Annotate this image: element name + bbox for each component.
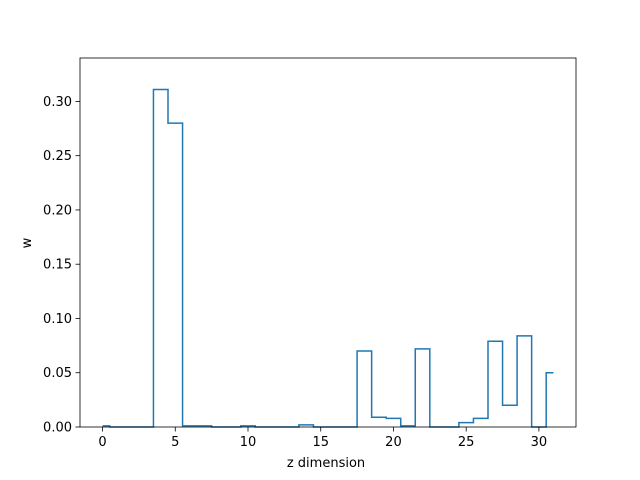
x-axis-label: z dimension xyxy=(287,456,365,471)
x-tick-label: 30 xyxy=(531,435,548,450)
x-tick-label: 0 xyxy=(98,435,106,450)
y-tick-label: 0.00 xyxy=(43,421,72,436)
x-tick-label: 10 xyxy=(240,435,257,450)
axes-frame xyxy=(79,57,577,428)
x-tick-label: 20 xyxy=(385,435,402,450)
y-tick-label: 0.05 xyxy=(43,366,72,381)
x-tick-label: 15 xyxy=(312,435,329,450)
y-tick-label: 0.20 xyxy=(43,203,72,218)
x-tick-label: 5 xyxy=(171,435,179,450)
y-tick-label: 0.10 xyxy=(43,312,72,327)
y-tick-label: 0.25 xyxy=(43,149,72,164)
y-tick-label: 0.15 xyxy=(43,258,72,273)
x-tick-label: 25 xyxy=(458,435,475,450)
y-tick-label: 0.30 xyxy=(43,95,72,110)
y-axis-label: w xyxy=(20,237,35,248)
